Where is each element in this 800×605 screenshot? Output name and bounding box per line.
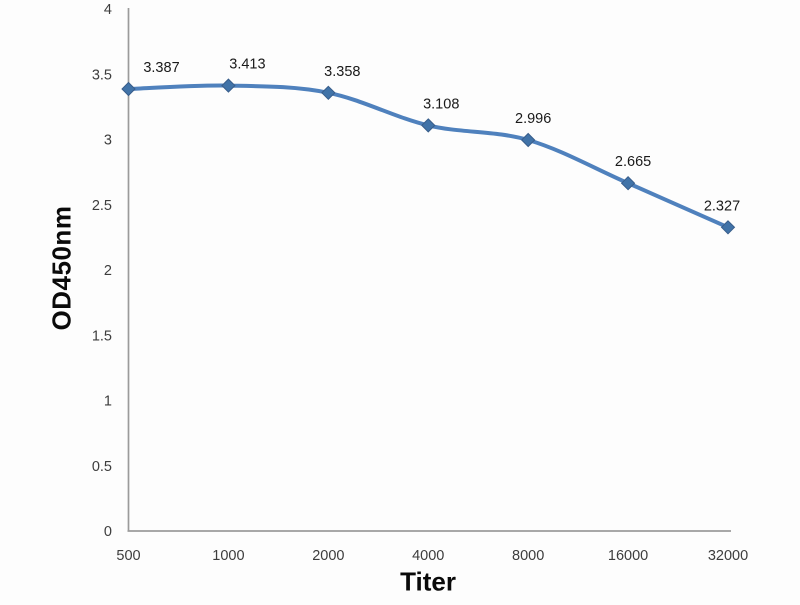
- data-label: 2.665: [615, 154, 651, 170]
- data-point-marker: [520, 132, 536, 148]
- data-point-marker: [321, 85, 336, 101]
- x-tick-label: 2000: [312, 548, 344, 564]
- data-point-marker: [221, 78, 236, 93]
- x-tick-label: 4000: [412, 548, 444, 564]
- x-tick-label: 16000: [608, 548, 648, 564]
- y-tick-label: 1.5: [92, 328, 112, 344]
- y-tick-label: 2.5: [92, 198, 112, 214]
- data-point-marker: [720, 220, 736, 235]
- data-point-marker: [620, 175, 636, 191]
- x-tick-label: 8000: [512, 548, 544, 564]
- x-tick-label: 1000: [212, 548, 244, 564]
- data-label: 2.996: [515, 111, 551, 127]
- y-tick-label: 1: [104, 394, 112, 410]
- x-axis-title: Titer: [400, 566, 456, 597]
- data-point-marker: [121, 81, 136, 97]
- y-tick-label: 0.5: [92, 459, 112, 475]
- data-label: 2.327: [704, 198, 740, 214]
- data-label: 3.108: [423, 96, 459, 112]
- data-label: 3.358: [324, 64, 360, 80]
- y-tick-label: 2: [104, 263, 112, 279]
- x-tick-label: 500: [116, 548, 140, 564]
- y-tick-label: 3: [104, 133, 112, 149]
- data-label: 3.387: [143, 60, 179, 76]
- data-point-marker: [421, 118, 436, 133]
- y-tick-label: 3.5: [92, 67, 112, 83]
- x-tick-label: 32000: [708, 548, 748, 564]
- y-axis-title: OD450nm: [46, 205, 77, 331]
- y-tick-label: 0: [104, 524, 112, 540]
- y-tick-label: 4: [104, 2, 112, 18]
- data-label: 3.413: [229, 57, 265, 73]
